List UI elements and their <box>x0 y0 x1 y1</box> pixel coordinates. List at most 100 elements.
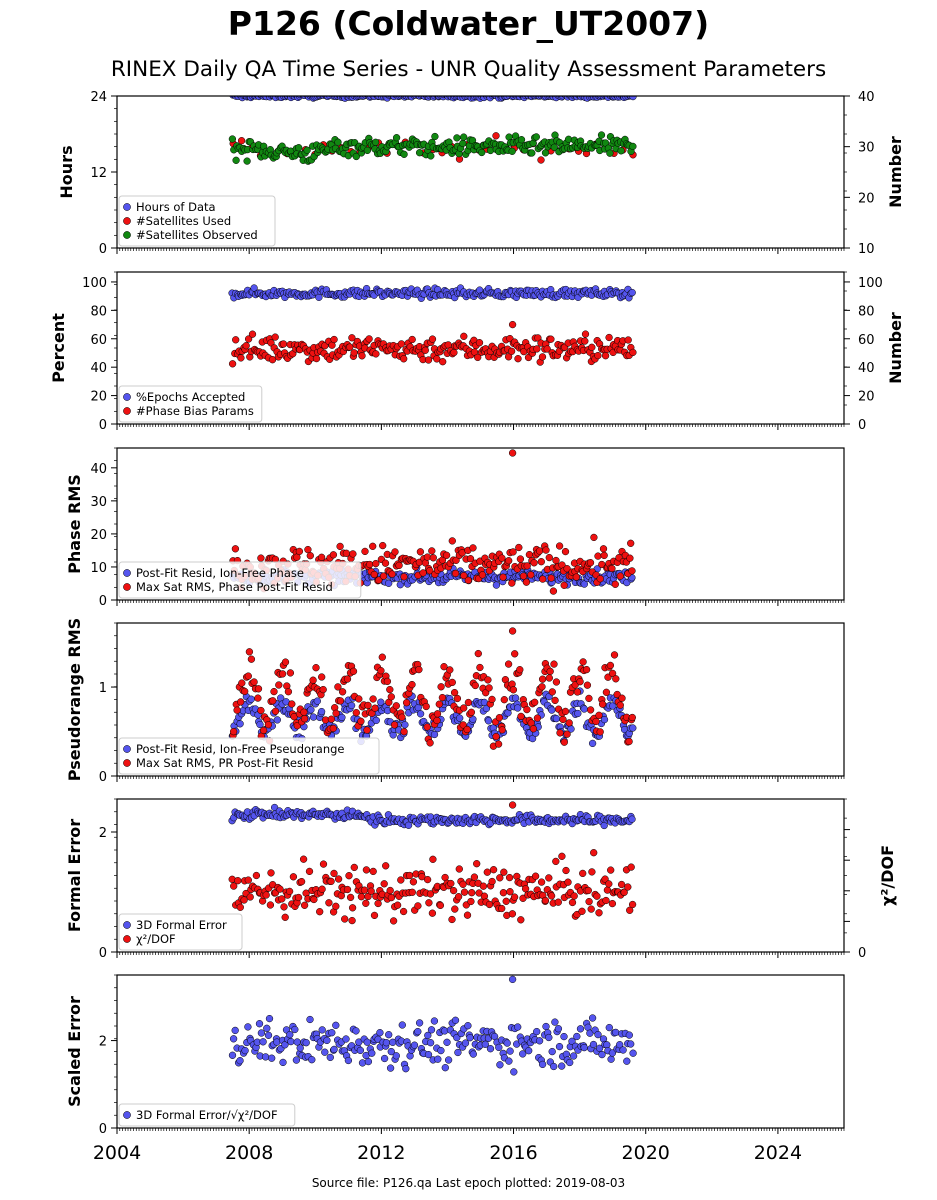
data-point <box>566 1058 574 1067</box>
data-point <box>505 1057 513 1065</box>
data-point <box>376 1029 384 1037</box>
data-point <box>580 1043 588 1052</box>
data-point <box>455 865 463 873</box>
data-point <box>334 683 342 691</box>
y-tick-label: 10 <box>90 561 107 576</box>
data-point <box>538 1060 547 1069</box>
data-point <box>510 1068 518 1076</box>
data-point <box>284 688 293 696</box>
data-point <box>475 339 484 347</box>
data-point <box>329 724 337 733</box>
data-point <box>424 356 433 364</box>
data-point <box>552 678 561 686</box>
y-axis-left: 0 20 40 60 80 100 <box>82 271 117 433</box>
data-point <box>342 1035 350 1043</box>
data-point <box>389 917 398 925</box>
data-point <box>355 695 363 703</box>
data-point <box>523 705 531 714</box>
data-point <box>271 707 280 715</box>
data-point <box>425 899 433 907</box>
data-point <box>498 726 506 734</box>
data-point <box>588 739 597 748</box>
data-point <box>236 1057 244 1065</box>
data-point <box>443 1038 451 1046</box>
data-point <box>588 868 596 876</box>
data-point <box>292 1056 301 1064</box>
data-point <box>538 675 547 683</box>
data-point <box>270 687 278 696</box>
y-tick-label: 2 <box>99 1035 107 1050</box>
data-point <box>400 728 408 736</box>
data-point <box>414 1027 422 1036</box>
data-point <box>562 866 570 875</box>
data-point <box>451 1016 460 1024</box>
data-point <box>517 916 525 924</box>
legend-box <box>118 561 362 599</box>
data-point <box>312 664 320 672</box>
data-point <box>241 1046 249 1055</box>
data-point <box>233 706 241 714</box>
y2-axis-label: χ²/DOF <box>878 845 897 906</box>
data-point <box>558 1062 566 1070</box>
y2-tick-label: 20 <box>858 390 875 405</box>
data-point <box>246 893 254 901</box>
data-point <box>619 1046 627 1054</box>
data-point <box>558 852 566 860</box>
data-point <box>504 353 513 361</box>
data-point <box>408 680 416 689</box>
y-tick-label: 60 <box>90 333 107 348</box>
data-point <box>386 1064 395 1072</box>
y-axis-label: Phase RMS <box>65 474 84 574</box>
data-point <box>390 721 399 729</box>
data-point <box>516 555 525 563</box>
data-point <box>397 876 405 884</box>
series-marks <box>228 801 637 925</box>
data-point <box>444 1056 453 1064</box>
data-point <box>363 146 372 155</box>
data-point <box>589 1040 598 1049</box>
data-point <box>537 156 545 164</box>
data-point <box>595 909 603 917</box>
data-point <box>530 559 538 567</box>
data-point <box>379 572 388 580</box>
data-point <box>434 1055 442 1063</box>
data-point <box>385 1031 393 1039</box>
data-point <box>546 667 554 676</box>
data-point <box>607 1055 615 1063</box>
data-point <box>257 706 265 715</box>
y-tick-label: 0 <box>99 242 107 257</box>
data-point <box>377 698 385 706</box>
data-point <box>598 1050 606 1059</box>
y2-tick-label: 20 <box>858 191 875 206</box>
data-point <box>460 133 468 141</box>
legend-entry: #Satellites Used <box>136 214 231 228</box>
data-point <box>598 560 606 569</box>
data-point <box>514 704 522 712</box>
data-point <box>263 1024 271 1032</box>
y2-tick-label: 100 <box>858 276 883 291</box>
data-point <box>523 562 531 570</box>
data-point <box>271 333 279 341</box>
data-point <box>488 695 496 704</box>
data-point <box>460 888 469 896</box>
series-marks <box>228 96 637 165</box>
legend: Post-Fit Resid, Ion-Free PseudorangeMax … <box>118 737 380 775</box>
data-point <box>356 1046 365 1055</box>
data-point <box>426 890 435 898</box>
data-point <box>514 355 522 363</box>
y-tick-label: 0 <box>99 770 107 785</box>
data-point <box>309 713 318 721</box>
y-tick-label: 0 <box>99 1122 107 1137</box>
data-point <box>628 900 637 909</box>
data-point <box>602 688 611 696</box>
data-point <box>543 345 551 353</box>
data-point <box>547 892 556 900</box>
data-point <box>617 147 625 155</box>
data-point <box>560 1032 568 1041</box>
legend-marker <box>123 569 131 577</box>
data-point <box>453 134 461 142</box>
data-point <box>268 1054 276 1062</box>
data-point <box>402 699 411 707</box>
data-point <box>240 896 248 904</box>
